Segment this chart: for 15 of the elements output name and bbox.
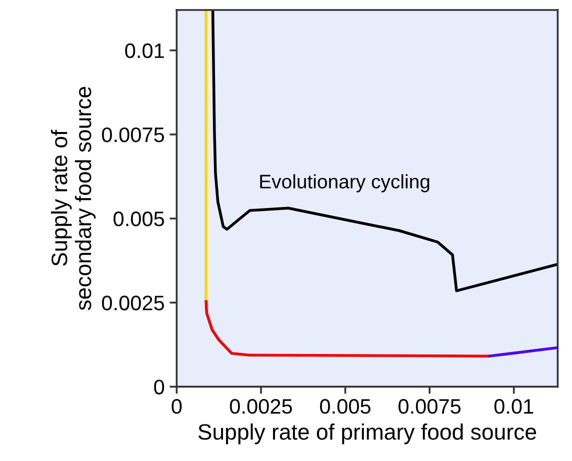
annotation: Evolutionary cycling (260, 174, 430, 192)
x-axis-title: Supply rate of primary food source (198, 423, 536, 444)
x-tick-label: 0.0025 (230, 399, 292, 414)
y-tick-label: 0.0075 (102, 127, 164, 142)
line-series (204, 300, 491, 358)
y-axis-title: Supply rate of secondary food source (50, 86, 96, 310)
y-tick-label: 0.005 (114, 212, 164, 226)
y-tick-label: 0 (154, 380, 164, 394)
x-tick-label: 0.005 (320, 399, 370, 414)
y-tick-label: 0.0025 (102, 296, 164, 310)
line-series (211, 10, 558, 292)
x-tick-label: 0 (172, 399, 182, 414)
x-tick-label: 0.01 (494, 399, 534, 414)
y-tick-label: 0.01 (125, 43, 164, 58)
x-tick-label: 0.0075 (398, 399, 461, 414)
